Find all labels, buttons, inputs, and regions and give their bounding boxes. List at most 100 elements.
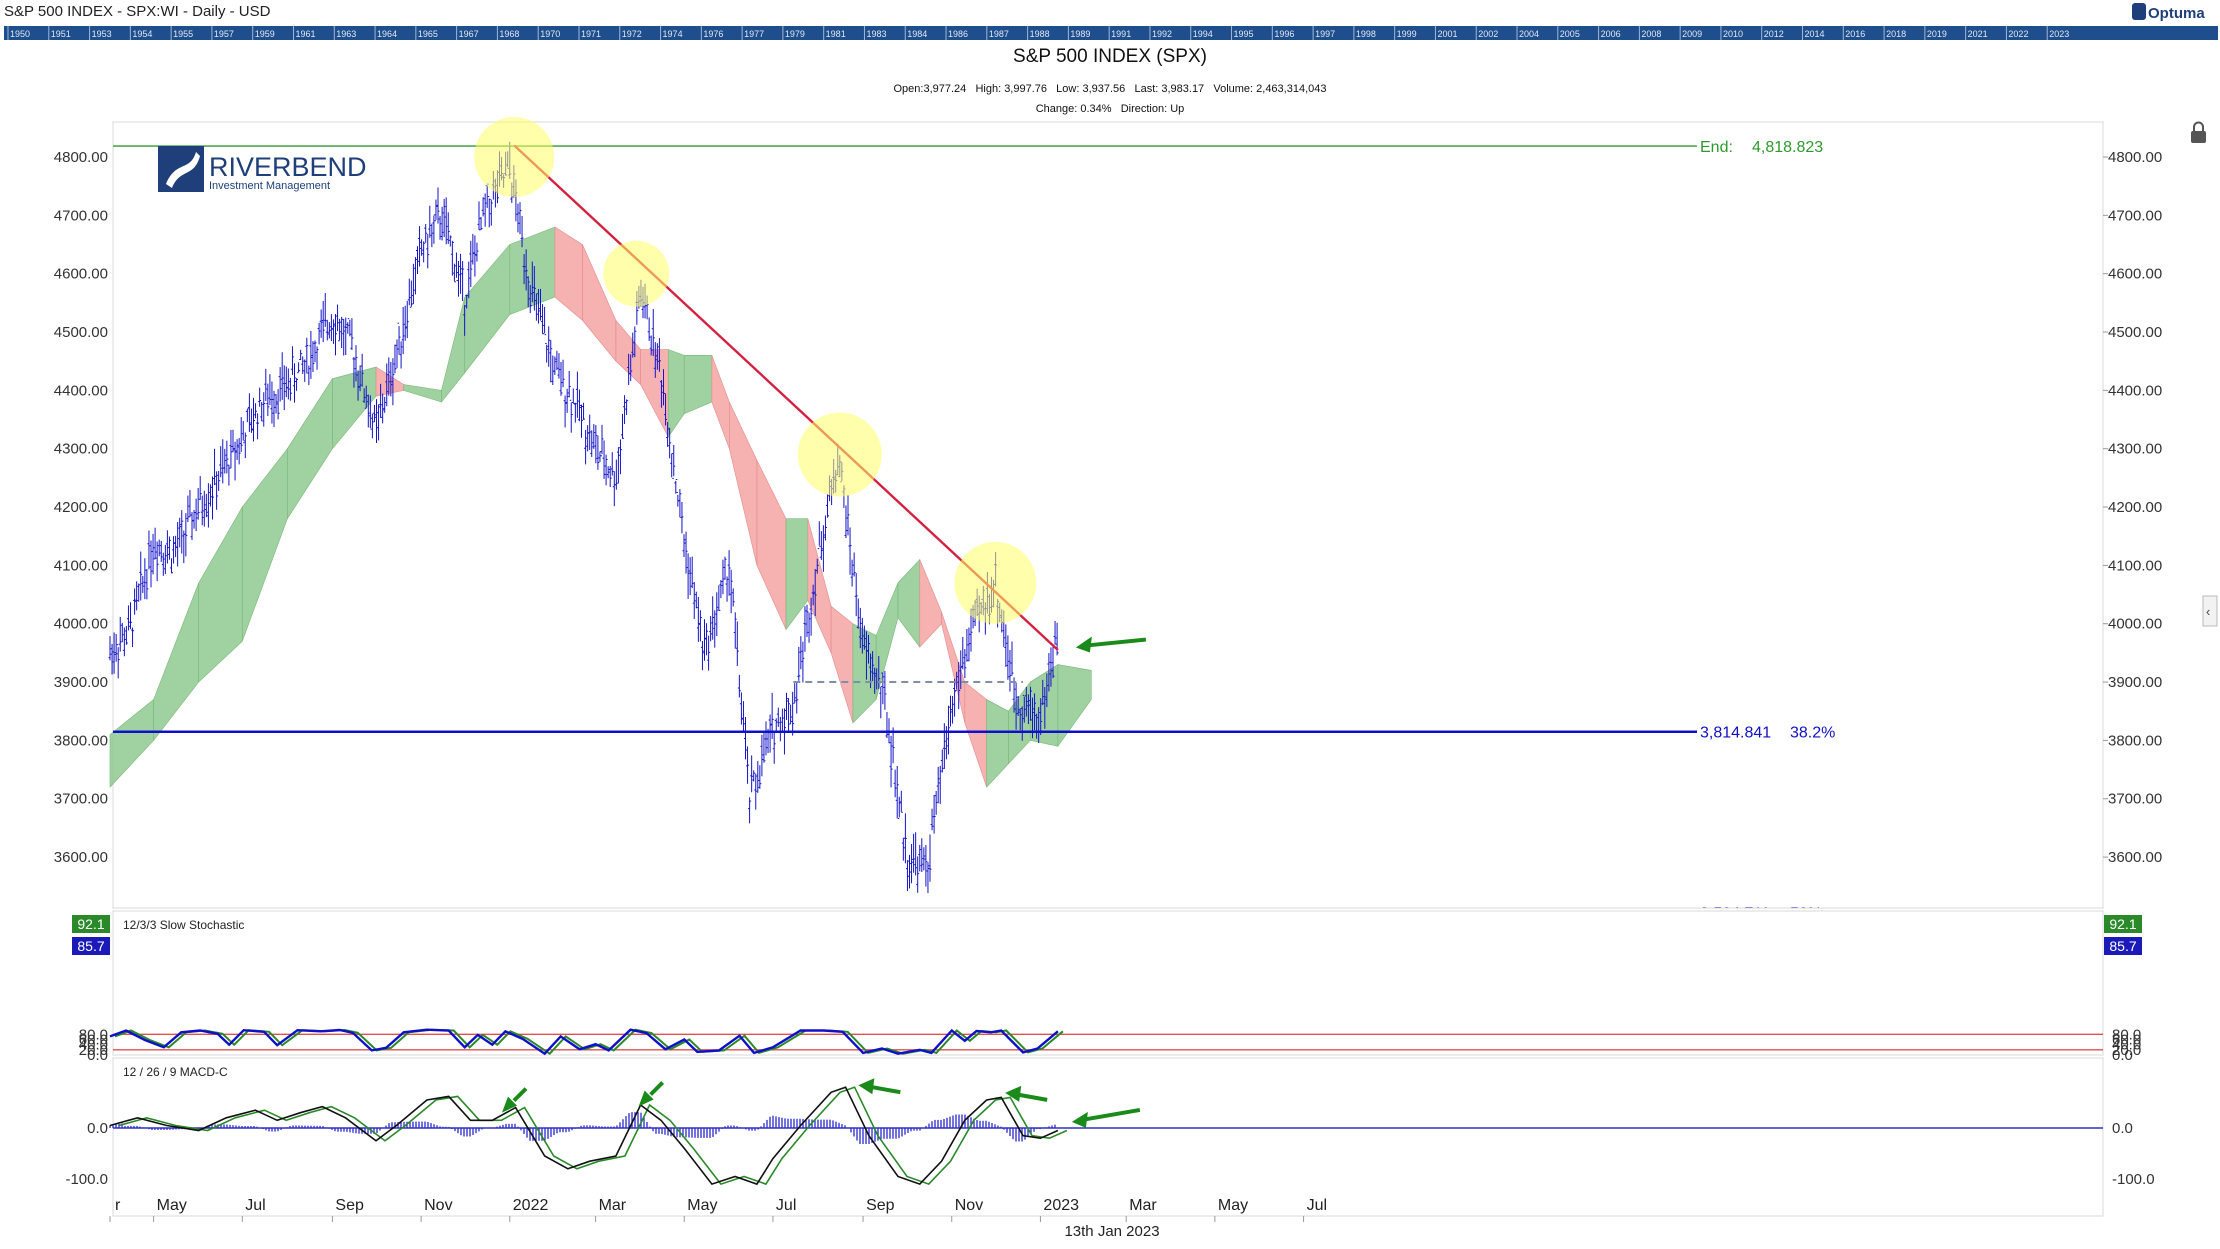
price-y-tick-left: 3800.00 [54, 732, 108, 749]
macd-signal-line [118, 1086, 1068, 1186]
timeline-year-label: 1981 [826, 29, 846, 39]
timeline-year-label: 1994 [1193, 29, 1213, 39]
timeline-year-label: 1988 [1030, 29, 1050, 39]
stochastic-k-badge [72, 937, 110, 955]
timeline-year-label: 1970 [540, 29, 560, 39]
timeline-year-label: 2016 [1845, 29, 1865, 39]
ichimoku-cloud-segment [919, 559, 942, 648]
macd-y-tick-left: 0.0 [87, 1120, 108, 1137]
stochastic-k-value: 92.1 [2109, 916, 2136, 932]
stochastic-y-tick-right: 20.0 [2112, 1042, 2141, 1059]
stochastic-k-line [109, 1028, 1059, 1056]
timeline-year-label: 1971 [581, 29, 601, 39]
ichimoku-cloud-segment [403, 384, 442, 403]
x-axis-label: Jul [245, 1197, 265, 1214]
wave-icon [166, 152, 200, 188]
price-y-tick-right: 4400.00 [2108, 382, 2162, 399]
x-axis-label: May [157, 1197, 187, 1214]
timeline-year-label: 2006 [1601, 29, 1621, 39]
brand-name: Optuma [2148, 5, 2205, 22]
price-y-tick-left: 4500.00 [54, 324, 108, 341]
timeline-year-label: 1959 [255, 29, 275, 39]
axes: 4800.00 4800.00 4700.00 4700.00 4600.00 4600.… [54, 149, 2162, 1222]
macd-y-tick-right: -100.0 [2112, 1171, 2155, 1188]
timeline-year-label: 2019 [1927, 29, 1947, 39]
timeline-years: 1950 1951 1953 1954 1955 1957 1959 1961 1963 1964… [7, 26, 2069, 40]
ichimoku-cloud-segment [729, 401, 758, 566]
price-y-tick-right: 3600.00 [2108, 849, 2162, 866]
price-chart: End: 4,818.823 3,814.841 38.2% 3,504.711 50% [108, 117, 1835, 908]
price-y-tick-left: 3600.00 [54, 849, 108, 866]
price-y-tick-right: 3900.00 [2108, 674, 2162, 691]
timeline-year-label: 1968 [499, 29, 519, 39]
stochastic-y-tick-right: 40.0 [2112, 1037, 2141, 1054]
ichimoku-cloud-segment [711, 355, 730, 449]
ichimoku-cloud-segment [830, 605, 854, 723]
stochastic-y-tick-left: 20.0 [79, 1042, 108, 1059]
timeline-year-label: 1983 [866, 29, 886, 39]
ichimoku-cloud-segment [667, 349, 685, 439]
timeline-year-label: 1995 [1234, 29, 1254, 39]
timeline-year-label: 2022 [2008, 29, 2028, 39]
stochastic-panel[interactable] [112, 910, 2104, 1056]
price-y-tick-left: 4200.00 [54, 499, 108, 516]
green-arrow-icon [1075, 636, 1147, 653]
x-axis-label: Jul [776, 1197, 796, 1214]
brand-icon[interactable] [2132, 3, 2146, 20]
price-y-tick-left: 4600.00 [54, 266, 108, 283]
price-y-tick-left: 4800.00 [54, 149, 108, 166]
fib-38-pct: 38.2% [1790, 725, 1835, 742]
timeline-year-label: 1991 [1111, 29, 1131, 39]
ichimoku-cloud-segment [986, 699, 1009, 788]
timeline-year-label: 1961 [295, 29, 315, 39]
timeline-year-label: 2014 [1805, 29, 1825, 39]
macd-y-tick-right: 0.0 [2112, 1120, 2133, 1137]
price-y-tick-right: 3700.00 [2108, 791, 2162, 808]
highlight-circle [603, 240, 670, 307]
green-arrow-icon [1005, 1085, 1048, 1102]
green-arrow-icon [638, 1081, 665, 1107]
price-y-tick-right: 4500.00 [2108, 324, 2162, 341]
price-y-tick-right: 4200.00 [2108, 499, 2162, 516]
date-footer: 13th Jan 2023 [1064, 1223, 1159, 1240]
timeline-year-label: 1974 [663, 29, 683, 39]
price-y-tick-right: 4700.00 [2108, 207, 2162, 224]
lock-icon[interactable] [2191, 121, 2206, 143]
timeline-year-label: 1999 [1397, 29, 1417, 39]
x-axis-label: 2022 [513, 1197, 549, 1214]
stochastic-title: 12/3/3 Slow Stochastic [123, 918, 244, 932]
stochastic-y-tick-left: 80.0 [79, 1026, 108, 1043]
ichimoku-cloud-segment [441, 296, 466, 403]
macd-panel[interactable] [112, 1057, 2104, 1217]
stochastic-k-badge [2104, 937, 2142, 955]
price-y-tick-right: 4600.00 [2108, 266, 2162, 283]
macd-y-tick-left: -100.0 [65, 1171, 108, 1188]
green-arrow-icon [1071, 1107, 1141, 1128]
change-info: Change: 0.34% Direction: Up [1036, 103, 1185, 115]
fib-38-value: 3,814.841 [1700, 725, 1771, 742]
timeline-year-label: 1977 [744, 29, 764, 39]
timeline-strip[interactable] [4, 26, 2218, 40]
collapse-panel-button[interactable]: ‹ [2202, 595, 2218, 627]
timeline-year-label: 1957 [214, 29, 234, 39]
stochastic-d-badge [2104, 915, 2142, 933]
ichimoku-cloud-segment [464, 243, 511, 374]
stochastic-y-tick-right: 60.0 [2112, 1032, 2141, 1049]
price-y-tick-left: 3700.00 [54, 791, 108, 808]
price-y-tick-left: 3900.00 [54, 674, 108, 691]
timeline-year-label: 2009 [1682, 29, 1702, 39]
x-axis-label: r [115, 1197, 121, 1214]
timeline-year-label: 2008 [1641, 29, 1661, 39]
highlight-circle [954, 541, 1037, 624]
stochastic-y-tick-left: 0.0 [87, 1047, 108, 1064]
macd-chart: 12 / 26 / 9 MACD-C [109, 1065, 2103, 1186]
timeline-year-label: 1951 [51, 29, 71, 39]
timeline-year-label: 2012 [1764, 29, 1784, 39]
x-axis-label: Jul [1307, 1197, 1327, 1214]
ichimoku-cloud-segment [683, 355, 713, 415]
highlight-circle [474, 117, 555, 197]
ichimoku-cloud-segment [241, 447, 288, 642]
ichimoku-cloud-segment [1008, 681, 1031, 765]
price-panel[interactable] [112, 121, 2104, 909]
